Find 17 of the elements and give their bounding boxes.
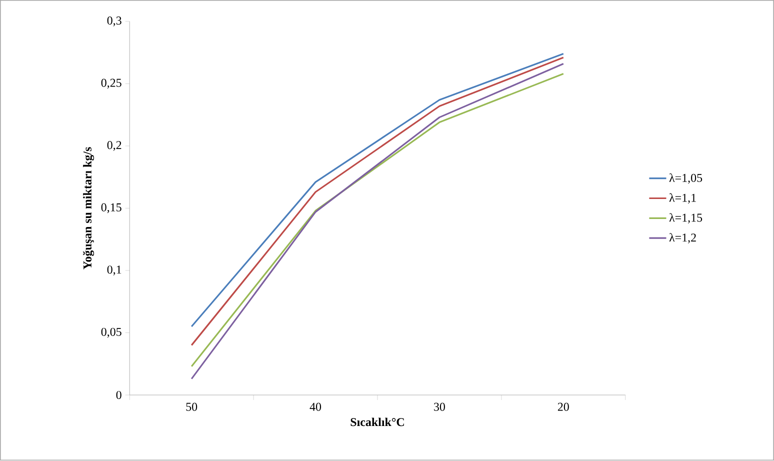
legend-label: λ=1,05 [669, 174, 702, 184]
y-tick-label: 0,2 [107, 141, 122, 152]
y-tick-label: 0,25 [101, 79, 122, 89]
x-tick-label: 50 [186, 403, 198, 412]
y-axis-title: Yoğuşan su miktarı kg/s [82, 147, 94, 270]
y-tick-label: 0,15 [101, 204, 122, 214]
legend-label: λ=1,1 [669, 194, 696, 204]
y-tick-label: 0 [116, 391, 122, 400]
x-tick-label: 20 [558, 403, 569, 412]
y-tick-label: 0,3 [107, 16, 122, 27]
x-axis-title: Sıcaklık°C [350, 418, 404, 426]
x-tick-label: 40 [310, 403, 322, 412]
x-tick-label: 30 [434, 403, 445, 412]
y-tick-label: 0,1 [107, 266, 122, 276]
legend-label: λ=1,15 [669, 213, 702, 224]
y-tick-label: 0,05 [101, 328, 122, 338]
legend-label: λ=1,2 [669, 233, 696, 244]
